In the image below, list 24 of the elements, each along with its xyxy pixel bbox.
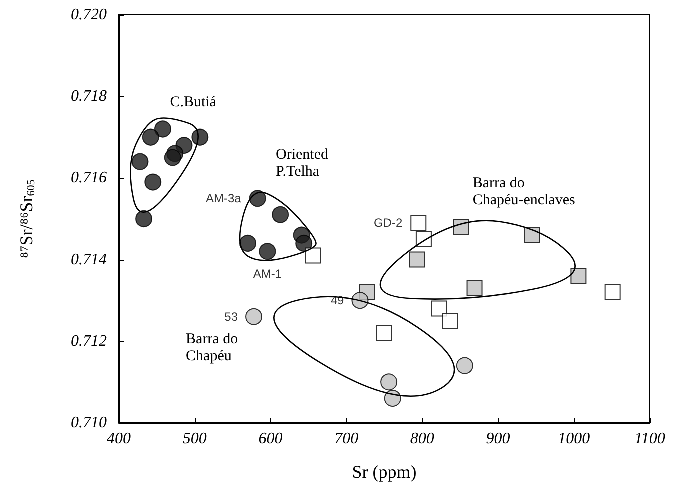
annotation: 53 bbox=[224, 310, 238, 324]
data-label: AM-3a bbox=[206, 192, 242, 206]
x-tick-label: 700 bbox=[334, 430, 359, 448]
x-tick-label: 1100 bbox=[634, 430, 666, 448]
y-tick-label: 0.712 bbox=[71, 332, 107, 350]
x-axis-title: Sr (ppm) bbox=[352, 462, 417, 482]
series-label: C.Butiá bbox=[170, 94, 217, 111]
series-label: Oriented P.Telha bbox=[276, 147, 329, 180]
y-tick-label: 0.716 bbox=[71, 170, 107, 187]
y-tick-label: 0.720 bbox=[71, 6, 107, 24]
y-axis-title: ⁸⁷Sr/⁸⁶Sr605 bbox=[16, 179, 38, 258]
y-tick-label: 0.718 bbox=[71, 88, 107, 106]
data-label: AM-1 bbox=[253, 267, 282, 282]
y-tick-label: 0.710 bbox=[71, 414, 107, 432]
x-tick-label: 800 bbox=[410, 430, 434, 448]
x-tick-label: 400 bbox=[107, 430, 131, 448]
series-label: Barra do Chapéu-enclaves bbox=[472, 176, 576, 209]
data-label: GD-2 bbox=[374, 216, 403, 230]
x-tick-label: 500 bbox=[182, 430, 207, 448]
x-tick-label: 1000 bbox=[558, 430, 590, 448]
y-tick-label: 0.714 bbox=[71, 251, 107, 268]
series-label: Barra do Chapéu bbox=[186, 331, 238, 364]
x-tick-label: 900 bbox=[486, 430, 510, 448]
x-tick-label: 600 bbox=[258, 430, 283, 448]
